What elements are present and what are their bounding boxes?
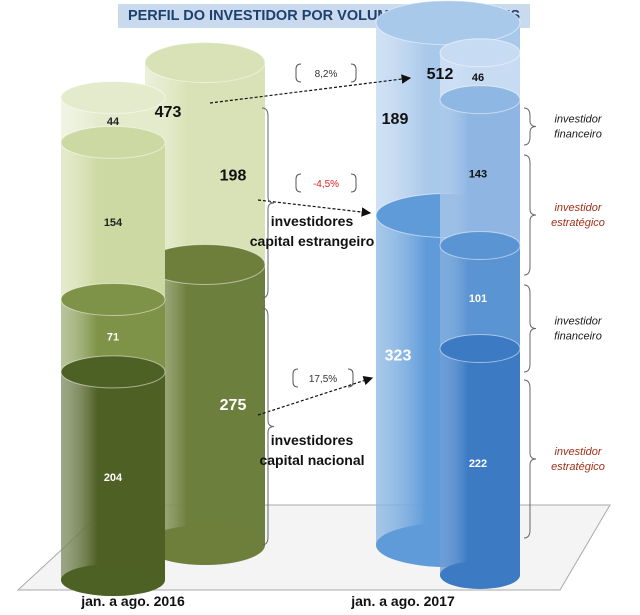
change-foreign-left (295, 173, 302, 193)
data-label-2016-1: 154 (104, 217, 123, 229)
series-label-2017-0: investidor (554, 114, 602, 126)
c17s-bottom (440, 561, 520, 589)
cyl2016-small-seg-foreign-str-cap (60, 125, 166, 159)
data-label-2016-2: 71 (107, 332, 119, 344)
group-name-2016-national: investidores (271, 432, 354, 448)
total-label-2017: 512 (427, 66, 454, 83)
group-name-2016-national: capital nacional (259, 452, 364, 468)
cyl2017-big-foreign-cap (375, 0, 521, 46)
brace-2017-0 (523, 107, 537, 146)
change-total: 8,2% (315, 69, 338, 80)
cyl2017-small-seg-foreign-str-shade (440, 99, 520, 260)
data-label-2017-3: 222 (469, 458, 487, 470)
cyl2016-big-foreign-cap (144, 42, 266, 84)
group-name-2016-foreign: capital estrangeiro (250, 233, 375, 249)
data-label-2016-3: 204 (104, 472, 123, 484)
brace-2017-3 (523, 379, 537, 539)
c16b-bottom (145, 525, 265, 565)
change-foreign-right (350, 173, 357, 193)
cyl2017-small-seg-national-fin-shade (440, 245, 520, 363)
brace-2016-national (261, 307, 275, 546)
total-label-2016: 473 (155, 104, 182, 121)
c16s-bottom (61, 564, 165, 596)
group-label-2017-national: 323 (385, 347, 412, 364)
cyl2016-small-seg-national-str-cap (60, 355, 166, 389)
series-label-2017-2: financeiro (554, 331, 602, 343)
series-label-2017-2: investidor (554, 316, 602, 328)
group-label-2016-national: 275 (220, 397, 247, 414)
group-name-2016-foreign: investidores (271, 213, 354, 229)
cyl2017-small-seg-national-str-cap (439, 334, 521, 364)
arrow-foreign (257, 199, 372, 217)
brace-2017-2 (523, 284, 537, 373)
cyl2016-small-seg-national-fin-cap (60, 283, 166, 316)
category-label-2016: jan. a ago. 2016 (80, 593, 185, 609)
cyl2016-small-seg-national-str-shade (61, 371, 165, 596)
data-label-2017-1: 143 (469, 169, 487, 181)
change-total-left (295, 63, 302, 83)
group-label-2016-foreign: 198 (220, 168, 247, 185)
change-foreign: -4,5% (313, 179, 339, 190)
cyl2017-small-seg-national-fin-cap (439, 231, 521, 261)
series-label-2017-1: investidor (554, 202, 602, 214)
cyl2016-small-seg-foreign-fin-cap (60, 81, 166, 115)
series-label-2017-0: financeiro (554, 129, 602, 141)
group-label-2017-foreign: 189 (382, 111, 409, 128)
series-label-2017-3: investidor (554, 446, 602, 458)
series-label-2017-3: estratégico (551, 461, 605, 473)
cyl2017-small-seg-foreign-fin-cap (439, 38, 521, 68)
data-label-2017-2: 101 (469, 293, 487, 305)
change-total-right (350, 63, 357, 83)
series-label-2017-1: estratégico (551, 217, 605, 229)
cyl2017-small-seg-national-str-shade (440, 348, 520, 589)
cyl2016-big-national-shade (145, 264, 265, 565)
brace-2017-1 (523, 154, 537, 276)
data-label-2016-0: 44 (107, 116, 120, 128)
change-national-right (347, 368, 354, 388)
cyl2016-small-seg-foreign-str-shade (61, 142, 165, 316)
cyl2016-big-foreign-shade (145, 62, 265, 285)
change-national-left (292, 368, 299, 388)
cyl2017-small-seg-foreign-str-cap (439, 85, 521, 115)
brace-2016-foreign (261, 107, 275, 299)
change-national: 17,5% (309, 374, 337, 385)
data-label-2017-0: 46 (472, 72, 484, 84)
category-label-2017: jan. a ago. 2017 (350, 593, 455, 609)
arrow-total (209, 74, 412, 104)
